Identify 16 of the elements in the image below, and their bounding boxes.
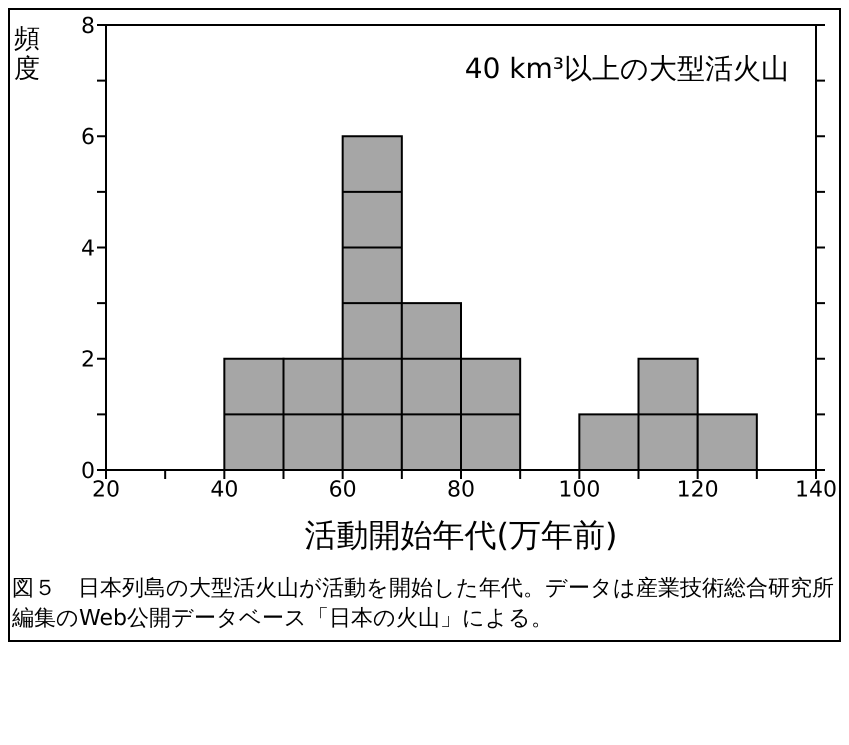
y-tick-label: 6 (81, 125, 95, 150)
x-tick-label: 120 (676, 478, 719, 503)
x-tick-label: 60 (328, 478, 357, 503)
x-tick-label: 20 (92, 478, 120, 503)
y-tick-label: 4 (81, 236, 95, 262)
x-tick-label: 140 (795, 478, 837, 503)
y-axis-title: 頻度 (14, 24, 41, 84)
y-tick-label: 2 (81, 348, 95, 373)
x-tick-label: 80 (447, 478, 475, 503)
y-tick-label: 0 (81, 458, 95, 484)
y-tick-label: 8 (81, 14, 95, 39)
x-tick-label: 100 (558, 478, 600, 503)
x-axis-title: 活動開始年代(万年前) (304, 516, 618, 554)
x-tick-label: 40 (210, 478, 238, 503)
text: 40 km³以上の大型活火山 (464, 51, 789, 87)
caption: 図５ 日本列島の大型活火山が活動を開始した年代。データは産業技術総合研究所編集のWeb公開データベース「日本の火山」による。 (11, 575, 835, 633)
